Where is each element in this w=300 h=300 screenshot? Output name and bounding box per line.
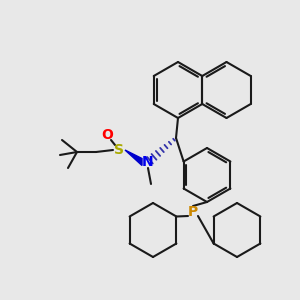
Polygon shape — [125, 150, 142, 166]
Text: P: P — [188, 205, 198, 219]
Text: N: N — [142, 155, 154, 169]
Text: O: O — [101, 128, 113, 142]
Text: S: S — [114, 143, 124, 157]
